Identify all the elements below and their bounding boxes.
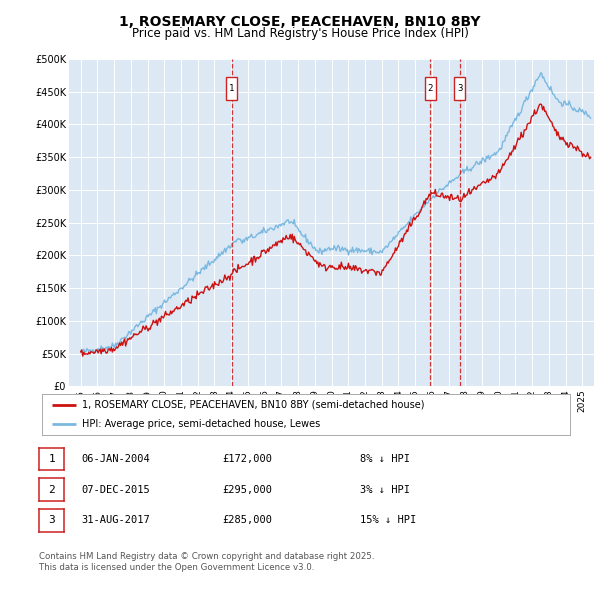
Text: 3% ↓ HPI: 3% ↓ HPI: [360, 485, 410, 494]
FancyBboxPatch shape: [226, 77, 237, 100]
Text: Price paid vs. HM Land Registry's House Price Index (HPI): Price paid vs. HM Land Registry's House …: [131, 27, 469, 40]
FancyBboxPatch shape: [454, 77, 465, 100]
Text: 1, ROSEMARY CLOSE, PEACEHAVEN, BN10 8BY (semi-detached house): 1, ROSEMARY CLOSE, PEACEHAVEN, BN10 8BY …: [82, 399, 424, 409]
Text: 1: 1: [48, 454, 55, 464]
Text: 1: 1: [229, 84, 235, 93]
Text: 2: 2: [428, 84, 433, 93]
Text: 3: 3: [457, 84, 463, 93]
Text: 1, ROSEMARY CLOSE, PEACEHAVEN, BN10 8BY: 1, ROSEMARY CLOSE, PEACEHAVEN, BN10 8BY: [119, 15, 481, 30]
FancyBboxPatch shape: [425, 77, 436, 100]
Text: £172,000: £172,000: [222, 454, 272, 464]
Text: 06-JAN-2004: 06-JAN-2004: [81, 454, 150, 464]
Text: 31-AUG-2017: 31-AUG-2017: [81, 516, 150, 525]
Text: HPI: Average price, semi-detached house, Lewes: HPI: Average price, semi-detached house,…: [82, 419, 320, 429]
Text: 07-DEC-2015: 07-DEC-2015: [81, 485, 150, 494]
Text: 3: 3: [48, 516, 55, 525]
Text: Contains HM Land Registry data © Crown copyright and database right 2025.
This d: Contains HM Land Registry data © Crown c…: [39, 552, 374, 572]
Text: 8% ↓ HPI: 8% ↓ HPI: [360, 454, 410, 464]
Text: £285,000: £285,000: [222, 516, 272, 525]
Text: £295,000: £295,000: [222, 485, 272, 494]
Text: 15% ↓ HPI: 15% ↓ HPI: [360, 516, 416, 525]
Text: 2: 2: [48, 485, 55, 494]
